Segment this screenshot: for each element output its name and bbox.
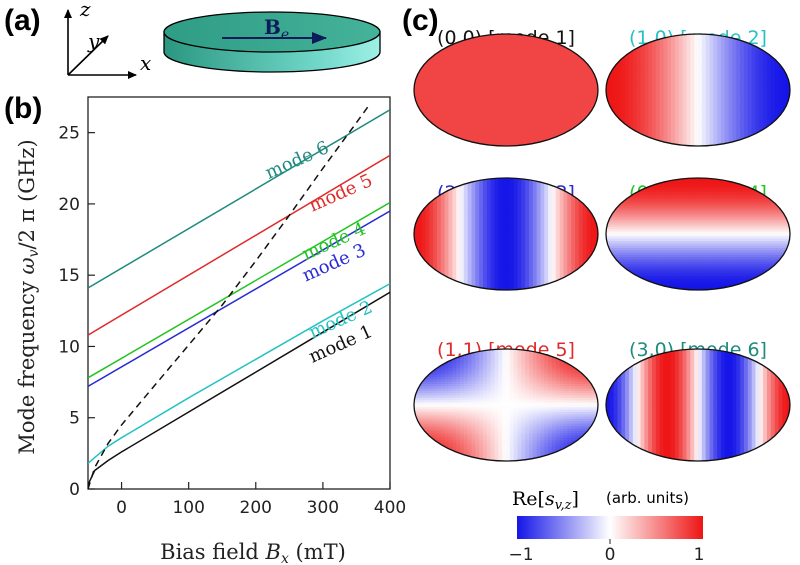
mode-map-outline xyxy=(605,33,791,147)
y-axis-title: Mode frequency ωv/2 π (GHz) xyxy=(15,139,42,454)
mode-map-outline xyxy=(413,33,599,147)
axis-ticks: 0 100 200 300 400 0 5 10 15 20 25 xyxy=(58,124,406,518)
field-label: Be xyxy=(264,15,289,43)
panel-label-c: (c) xyxy=(402,4,439,37)
colorbar-tick-mid: 0 xyxy=(605,545,616,565)
colorbar-gradient xyxy=(517,516,703,539)
x-tick-label: 400 xyxy=(374,498,406,518)
colorbar-label: Re[sv,z] xyxy=(512,488,579,513)
mode-profile-maps: (0,0) [mode 1](1,0) [mode 2](2,0) [mode … xyxy=(413,27,791,462)
colorbar: Re[sv,z] (arb. units) −1 0 1 xyxy=(508,488,704,565)
disk-illustration: Be xyxy=(163,11,381,73)
panel-label-b: (b) xyxy=(4,92,42,125)
z-axis-label: z xyxy=(79,0,91,21)
mode-map-outline xyxy=(605,177,791,291)
colorbar-tick-max: 1 xyxy=(694,545,705,565)
x-tick-label: 300 xyxy=(307,498,339,518)
panel-label-a: (a) xyxy=(4,4,41,37)
y-tick-label: 5 xyxy=(69,409,80,429)
dashed-reference-line xyxy=(88,103,371,489)
mode-map-outline xyxy=(413,348,599,462)
series-line-mode-2 xyxy=(88,283,390,464)
y-axis-arrow xyxy=(67,35,109,76)
x-tick-label: 0 xyxy=(116,498,127,518)
y-tick-label: 15 xyxy=(58,266,80,286)
colorbar-tick-min: −1 xyxy=(508,545,533,565)
series-label: mode 6 xyxy=(262,137,332,184)
colorbar-units: (arb. units) xyxy=(606,489,689,507)
mode-map-outline xyxy=(413,177,599,291)
x-axis-title: Bias field Bx (mT) xyxy=(160,540,346,565)
x-axis-label: x xyxy=(140,51,151,75)
series-line-mode-5 xyxy=(88,154,390,336)
coordinate-axes: z y x xyxy=(64,0,151,79)
series-lines xyxy=(88,103,390,489)
x-tick-label: 200 xyxy=(240,498,272,518)
y-tick-label: 10 xyxy=(58,337,80,357)
x-tick-label: 100 xyxy=(172,498,204,518)
mode-map-outline xyxy=(605,348,791,462)
y-tick-label: 25 xyxy=(58,124,80,144)
series-line-mode-3 xyxy=(88,210,390,388)
series-line-mode-6 xyxy=(88,109,390,289)
series-line-mode-1 xyxy=(88,291,390,486)
series-line-mode-4 xyxy=(88,201,390,379)
y-axis-label: y xyxy=(87,29,100,53)
y-tick-label: 20 xyxy=(58,195,80,215)
y-tick-label: 0 xyxy=(69,480,80,500)
